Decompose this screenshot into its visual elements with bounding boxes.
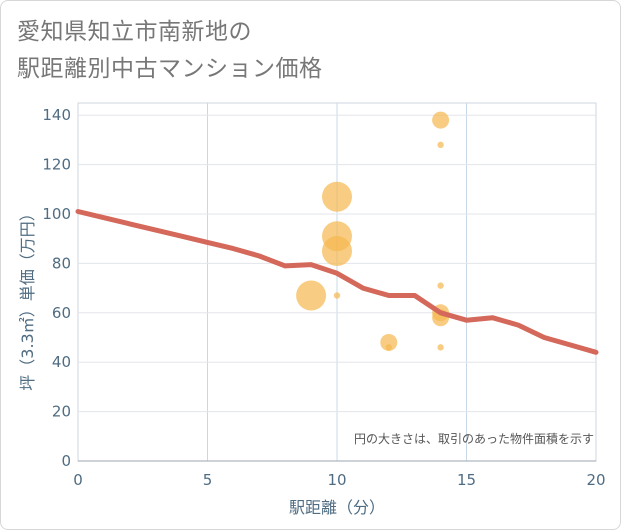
x-tick-label: 10	[327, 471, 346, 489]
data-bubble	[296, 280, 327, 311]
data-bubble	[322, 236, 352, 267]
y-tick-label: 80	[52, 254, 71, 272]
y-tick-label: 60	[52, 304, 71, 322]
data-bubble	[380, 333, 398, 351]
trend-line	[75, 209, 599, 355]
data-bubble	[322, 181, 352, 212]
data-bubble	[437, 141, 444, 149]
y-tick-label: 100	[42, 205, 71, 223]
y-tick-label: 120	[42, 156, 71, 174]
x-tick-label: 15	[457, 471, 476, 489]
data-bubble	[333, 292, 341, 299]
y-axis-label: 坪（3.3㎡）単価（万円）	[18, 205, 37, 390]
x-axis-label: 駅距離（分）	[289, 498, 385, 517]
chart-title-line-2: 駅距離別中古マンション価格	[17, 56, 323, 82]
y-tick-label: 40	[52, 353, 71, 371]
chart-title: 愛知県知立市南新地の 駅距離別中古マンション価格	[17, 14, 323, 88]
y-tick-label: 0	[61, 452, 71, 470]
x-tick-label: 5	[203, 471, 213, 489]
x-tick-label: 20	[586, 471, 605, 489]
x-tick-label: 0	[73, 471, 83, 489]
y-tick-label: 20	[52, 403, 71, 421]
data-bubble	[437, 344, 444, 351]
bubble-size-note: 円の大きさは、取引のあった物件面積を示す	[354, 431, 594, 446]
data-bubble	[385, 344, 392, 351]
data-bubble	[432, 111, 450, 129]
chart-title-line-1: 愛知県知立市南新地の	[17, 19, 252, 45]
data-bubble	[437, 282, 444, 289]
y-tick-label: 140	[42, 106, 71, 124]
